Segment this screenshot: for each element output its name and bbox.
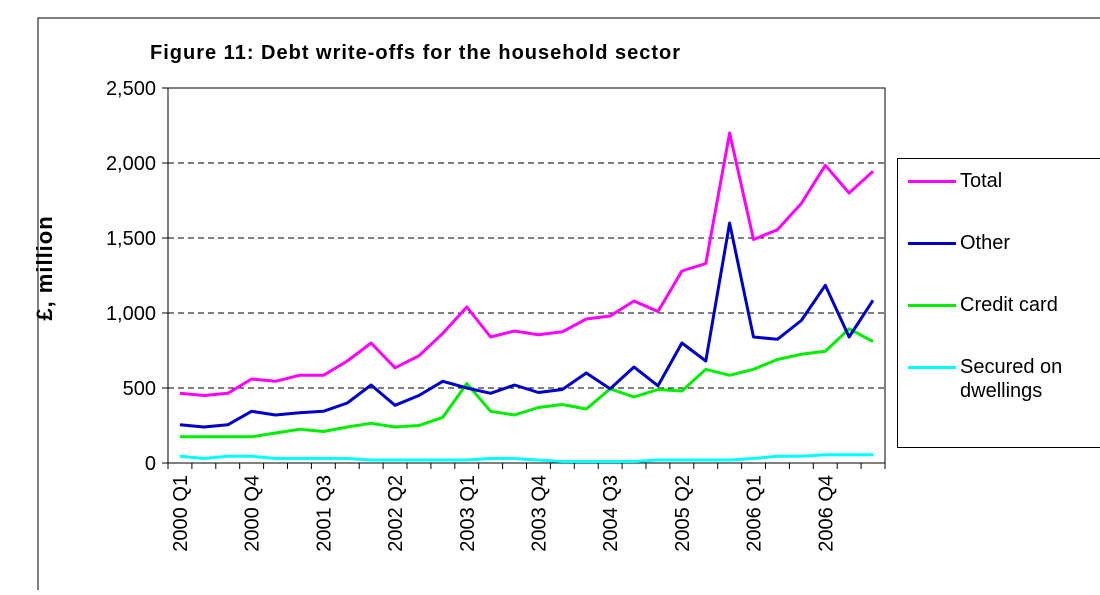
y-tick-label: 0 <box>145 453 156 475</box>
series-group <box>179 131 875 463</box>
legend-swatch <box>908 304 956 307</box>
y-tick-label: 2,500 <box>106 78 156 100</box>
legend-swatch <box>908 366 956 369</box>
y-axis-label: £, million <box>32 215 57 320</box>
y-axis-ticks: 0 500 1,000 1,500 2,000 2,500 <box>106 78 168 475</box>
x-tick-label: 2002 Q2 <box>385 475 407 552</box>
legend-item-secured-on-dwellings: Secured on dwellings <box>908 355 1062 403</box>
y-tick-label: 500 <box>123 378 156 400</box>
series-line-credit-card <box>179 327 874 439</box>
chart-border <box>37 17 1100 595</box>
legend: Total Other Credit card Secured on dwelling… <box>897 158 1100 448</box>
x-tick-label: 2000 Q4 <box>242 475 264 552</box>
y-tick-label: 1,000 <box>106 303 156 325</box>
x-tick-label: 2003 Q1 <box>457 475 479 552</box>
legend-item-other: Other <box>908 231 1010 255</box>
legend-item-credit-card: Credit card <box>908 293 1058 317</box>
legend-swatch <box>908 180 956 183</box>
legend-label: Credit card <box>960 294 1058 316</box>
x-tick-label: 2004 Q3 <box>600 475 622 552</box>
x-tick-label: 2006 Q4 <box>815 475 837 552</box>
y-tick-label: 1,500 <box>106 228 156 250</box>
series-line-other <box>179 221 875 429</box>
x-axis-ticks: 2000 Q1 2000 Q4 2001 Q3 2002 Q2 2003 Q1 2003 … <box>167 463 886 552</box>
legend-label: Total <box>960 170 1003 192</box>
chart-title: Figure 11: Debt write-offs for the house… <box>150 42 681 64</box>
x-tick-label: 2005 Q2 <box>672 475 694 552</box>
legend-swatch <box>908 242 956 245</box>
legend-item-total: Total <box>908 169 1002 193</box>
series-line-total <box>179 131 875 397</box>
x-tick-label: 2000 Q1 <box>170 475 192 552</box>
x-tick-label: 2001 Q3 <box>313 475 335 552</box>
legend-label: Secured on dwellings <box>960 356 1063 402</box>
plot-area <box>167 87 886 464</box>
legend-label: Other <box>960 232 1011 254</box>
series-line-secured-on-dwellings <box>179 453 873 463</box>
x-tick-label: 2003 Q4 <box>528 475 550 552</box>
y-tick-label: 2,000 <box>106 153 156 175</box>
x-tick-label: 2006 Q1 <box>744 475 766 552</box>
